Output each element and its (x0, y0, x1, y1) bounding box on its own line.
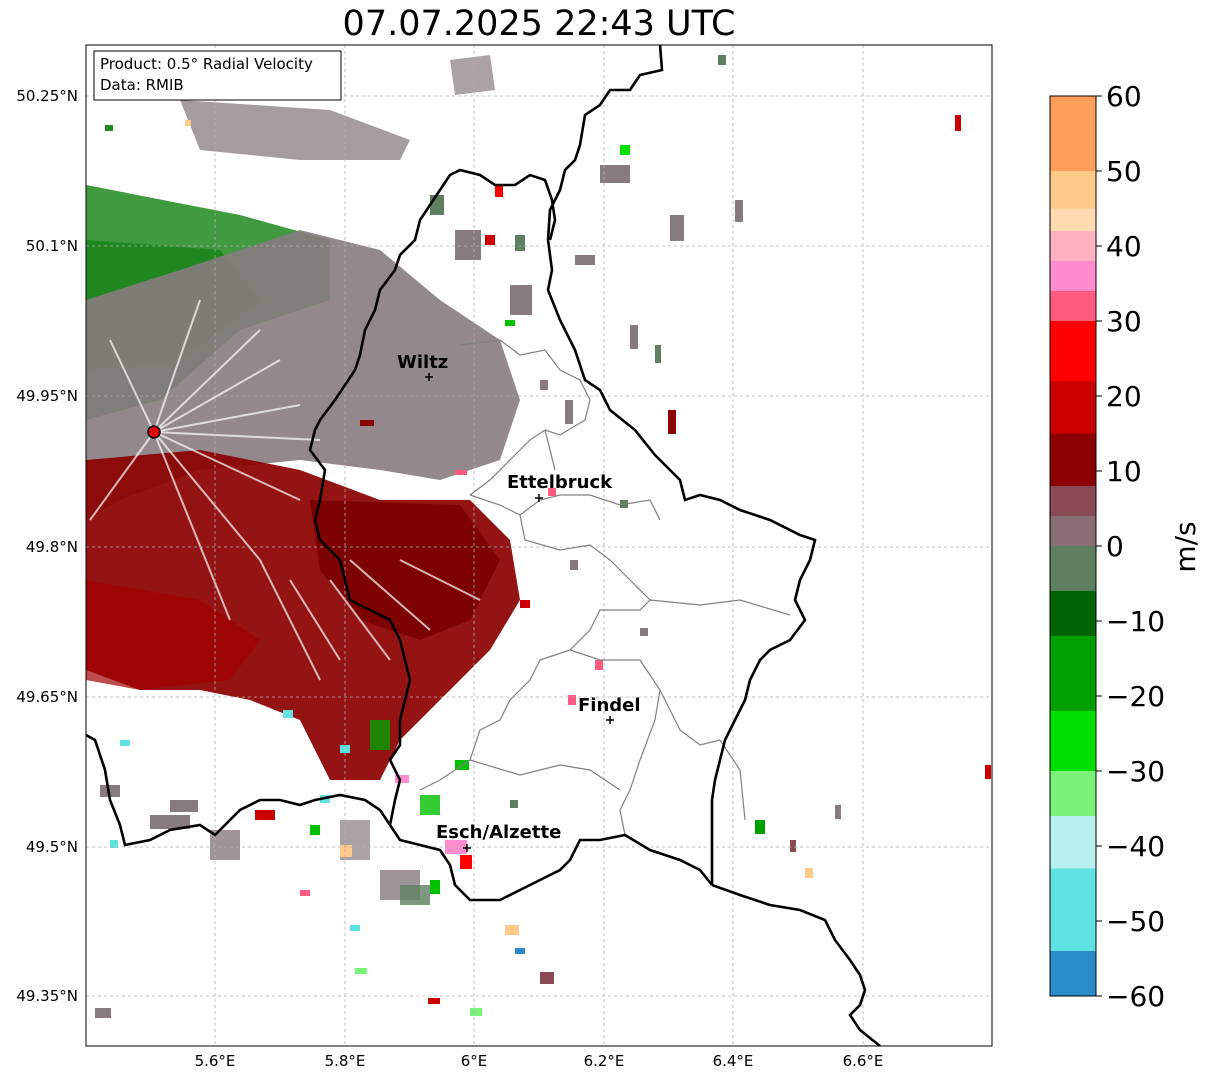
info-data-source: Data: RMIB (100, 76, 184, 94)
city-label-esch-alzette: Esch/Alzette (436, 822, 561, 843)
colorbar-ticks: 60 50 40 30 20 10 0 −10 −20 −30 −40 −50 −60 (1096, 80, 1165, 1013)
radar-site-marker (147, 425, 161, 439)
colorbar-tick-label: 40 (1106, 230, 1142, 263)
national-borders (86, 45, 881, 1046)
colorbar-tick-label: −30 (1106, 755, 1165, 788)
lat-label: 49.35°N (16, 987, 78, 1005)
colorbar-tick-label: 0 (1106, 530, 1124, 563)
info-box: Product: 0.5° Radial Velocity Data: RMIB (93, 50, 342, 101)
colorbar-band (1050, 231, 1096, 261)
colorbar-band (1050, 516, 1096, 546)
echo-red-west (86, 580, 260, 690)
colorbar-tick-label: −40 (1106, 830, 1165, 863)
colorbar-band (1050, 208, 1096, 231)
lat-label: 49.65°N (16, 688, 78, 706)
colorbar-tick-label: −60 (1106, 980, 1165, 1013)
colorbar-band (1050, 636, 1096, 711)
colorbar-band (1050, 546, 1096, 591)
lat-label: 49.8°N (26, 538, 78, 556)
colorbar-unit-label: m/s (1169, 521, 1202, 572)
colorbar: 60 50 40 30 20 10 0 −10 −20 −30 −40 −50 −60 m/s (1049, 80, 1202, 1013)
radar-echoes (86, 55, 991, 1018)
lon-label: 6.4°E (713, 1052, 754, 1070)
findel-marker (606, 716, 614, 724)
lon-label: 6.2°E (584, 1052, 625, 1070)
colorbar-band (1050, 96, 1096, 171)
city-label-findel: Findel (578, 695, 641, 716)
colorbar-band (1050, 486, 1096, 516)
colorbar-tick-label: 10 (1106, 455, 1142, 488)
lat-label: 49.5°N (26, 838, 78, 856)
colorbar-band (1050, 433, 1096, 486)
lat-label: 50.1°N (26, 237, 78, 255)
colorbar-tick-label: −20 (1106, 680, 1165, 713)
colorbar-band (1050, 381, 1096, 434)
colorbar-tick-label: 60 (1106, 80, 1142, 113)
colorbar-band (1050, 951, 1096, 996)
lon-label: 5.6°E (195, 1052, 236, 1070)
colorbar-band (1050, 261, 1096, 291)
city-label-wiltz: Wiltz (397, 352, 448, 373)
lat-label: 49.95°N (16, 387, 78, 405)
latitude-labels: 50.25°N 50.1°N 49.95°N 49.8°N 49.65°N 49… (16, 87, 78, 1005)
lon-label: 5.8°E (325, 1052, 366, 1070)
graticule (86, 45, 992, 1046)
colorbar-band (1050, 591, 1096, 636)
map-title: 07.07.2025 22:43 UTC (342, 4, 736, 44)
echo-grey-north (180, 100, 410, 160)
wiltz-marker (425, 373, 433, 381)
colorbar-bands (1050, 96, 1096, 996)
city-label-ettelbruck: Ettelbruck (507, 472, 613, 493)
colorbar-tick-label: −50 (1106, 905, 1165, 938)
colorbar-band (1050, 711, 1096, 771)
colorbar-band (1050, 291, 1096, 321)
info-product: Product: 0.5° Radial Velocity (100, 55, 313, 73)
colorbar-band (1050, 771, 1096, 816)
colorbar-band (1050, 868, 1096, 951)
city-markers (425, 373, 614, 852)
colorbar-tick-label: 50 (1106, 155, 1142, 188)
lat-label: 50.25°N (16, 87, 78, 105)
radial-streaks (89, 299, 481, 681)
longitude-labels: 5.6°E 5.8°E 6°E 6.2°E 6.4°E 6.6°E (195, 1052, 884, 1070)
echo-grey-top (450, 55, 495, 95)
lon-label: 6°E (461, 1052, 488, 1070)
colorbar-tick-label: 20 (1106, 380, 1142, 413)
colorbar-band (1050, 321, 1096, 381)
map-frame (85, 44, 993, 1047)
lon-label: 6.6°E (843, 1052, 884, 1070)
ettelbruck-marker (535, 494, 543, 502)
echo-speckles (95, 55, 991, 1018)
colorbar-tick-label: −10 (1106, 605, 1165, 638)
colorbar-tick-label: 30 (1106, 305, 1142, 338)
echo-grey-center (86, 230, 520, 520)
colorbar-band (1050, 171, 1096, 209)
canton-borders (419, 339, 791, 836)
colorbar-band (1050, 816, 1096, 869)
esch-marker (463, 844, 471, 852)
